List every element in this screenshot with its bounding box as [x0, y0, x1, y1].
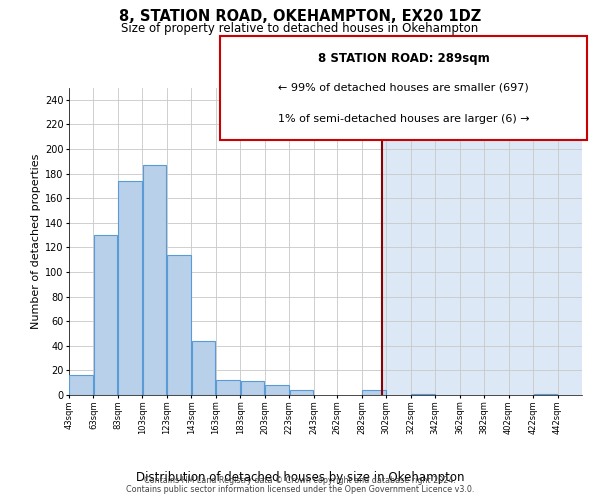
Bar: [167, 255, 191, 395]
Bar: [118, 181, 142, 395]
Text: ← 99% of detached houses are smaller (697): ← 99% of detached houses are smaller (69…: [278, 83, 529, 93]
Bar: [192, 341, 215, 395]
Text: Size of property relative to detached houses in Okehampton: Size of property relative to detached ho…: [121, 22, 479, 35]
Bar: [362, 390, 386, 395]
Y-axis label: Number of detached properties: Number of detached properties: [31, 154, 41, 329]
Text: Contains public sector information licensed under the Open Government Licence v3: Contains public sector information licen…: [126, 484, 474, 494]
Text: Contains HM Land Registry data © Crown copyright and database right 2024.: Contains HM Land Registry data © Crown c…: [144, 476, 456, 485]
Text: 8, STATION ROAD, OKEHAMPTON, EX20 1DZ: 8, STATION ROAD, OKEHAMPTON, EX20 1DZ: [119, 9, 481, 24]
Bar: [94, 235, 118, 395]
Bar: [290, 390, 313, 395]
Bar: [533, 394, 557, 395]
Bar: [70, 376, 93, 395]
Bar: [265, 385, 289, 395]
Text: 1% of semi-detached houses are larger (6) →: 1% of semi-detached houses are larger (6…: [278, 114, 529, 124]
Bar: [217, 380, 240, 395]
Text: Distribution of detached houses by size in Okehampton: Distribution of detached houses by size …: [136, 471, 464, 484]
Bar: [143, 165, 166, 395]
Bar: [411, 394, 434, 395]
Bar: [241, 382, 265, 395]
Bar: [382, 88, 594, 395]
Text: 8 STATION ROAD: 289sqm: 8 STATION ROAD: 289sqm: [317, 52, 490, 66]
